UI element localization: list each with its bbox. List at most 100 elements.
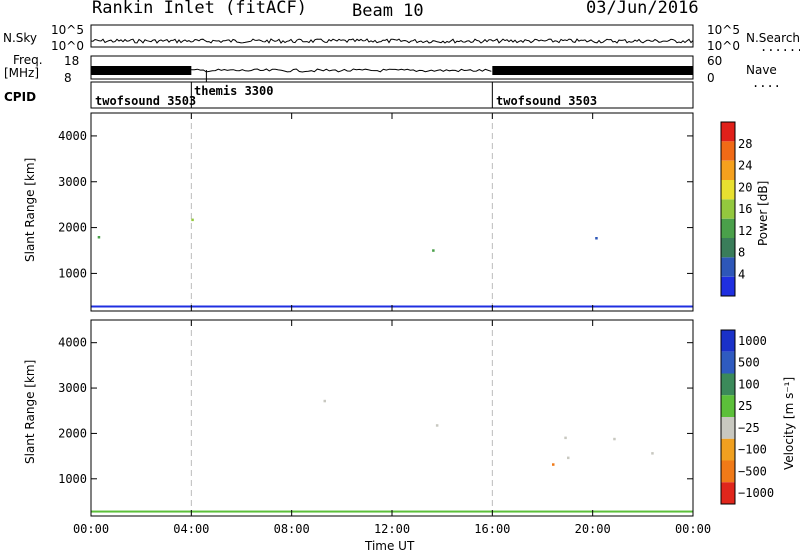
power-colorbar-tick: 4 <box>738 267 745 281</box>
power-cell <box>432 249 435 252</box>
velocity-cell <box>567 456 570 460</box>
velocity-cell <box>651 452 654 455</box>
freq-tick-bottom: 8 <box>64 71 72 85</box>
velocity-colorbar-swatch <box>721 351 735 374</box>
power-panel: 1000 2000 3000 4000 <box>58 112 694 312</box>
velocity-ytick-label: 3000 <box>58 381 87 395</box>
cpid-label: CPID <box>4 90 37 104</box>
freq-tick-top: 18 <box>64 54 80 68</box>
freq-bar-2 <box>492 66 693 75</box>
velocity-panel: 1000 2000 3000 4000 00:00 04:00 08:00 12:00 16:0… <box>58 319 711 536</box>
colorbars: 4 8 12 16 20 24 28 1000 500 100 25 −25 −100 −500 −1000 <box>720 121 774 505</box>
nsearch-tick-top: 10^5 <box>707 23 740 37</box>
velocity-colorbar-tick: −500 <box>738 464 767 478</box>
power-ytick-label: 4000 <box>58 129 87 143</box>
nave-label: Nave <box>746 63 777 77</box>
nsky-box <box>90 24 694 48</box>
freq-trace <box>190 68 492 73</box>
velocity-colorbar-frame <box>720 329 736 505</box>
station-title: Rankin Inlet (fitACF) <box>92 0 307 18</box>
velocity-colorbar-tick: −100 <box>738 443 767 457</box>
power-cell <box>191 218 194 222</box>
power-cell <box>97 236 101 239</box>
cpid-box <box>90 81 694 109</box>
power-colorbar-swatch <box>721 122 735 142</box>
velocity-colorbar-tick: 100 <box>738 377 760 391</box>
velocity-ytick-label: 1000 <box>58 472 87 486</box>
velocity-colorbar-swatch <box>721 482 735 505</box>
velocity-colorbar-tick: 500 <box>738 356 760 370</box>
velocity-colorbar-tick: −25 <box>738 421 760 435</box>
nsky-label: N.Sky <box>3 31 38 45</box>
velocity-cell <box>564 436 567 440</box>
velocity-colorbar-tick: −1000 <box>738 486 774 500</box>
velocity-cell <box>435 424 439 427</box>
velocity-colorbar-swatch <box>721 417 735 439</box>
xtick-label: 00:00 <box>73 522 109 536</box>
power-colorbar-tick: 8 <box>738 246 745 260</box>
velocity-frame <box>90 319 694 517</box>
power-colorbar-swatch <box>721 199 735 219</box>
velocity-colorbar-tick: 1000 <box>738 334 767 348</box>
velocity-cell <box>552 463 555 466</box>
power-colorbar-swatch <box>721 276 735 296</box>
date-label: 03/Jun/2016 <box>586 0 699 18</box>
velocity-colorbar-swatch <box>721 330 735 352</box>
power-colorbar-tick: 28 <box>738 137 752 151</box>
power-colorbar-swatch <box>721 218 735 238</box>
nsearch-label: N.Search <box>746 31 800 45</box>
beam-label: Beam 10 <box>352 1 424 21</box>
freq-label: Freq. <box>13 53 43 67</box>
velocity-colorbar-swatch <box>721 438 735 461</box>
nave-tick-top: 60 <box>707 54 723 68</box>
power-colorbar-tick: 16 <box>738 202 752 216</box>
cpid-segment-1: twofsound 3503 <box>95 94 197 108</box>
power-colorbar-tick: 20 <box>738 180 752 194</box>
xtick-label: 16:00 <box>474 522 510 536</box>
power-colorbar-label: Power [dB] <box>756 180 770 246</box>
power-ytick-label: 3000 <box>58 175 87 189</box>
power-colorbar-tick: 12 <box>738 224 752 238</box>
velocity-ylabel: Slant Range [km] <box>23 359 37 464</box>
power-colorbar-frame <box>720 121 736 297</box>
power-ylabel: Slant Range [km] <box>23 157 37 262</box>
velocity-colorbar-tick: 25 <box>738 399 752 413</box>
power-ytick-label: 2000 <box>58 221 87 235</box>
power-colorbar-swatch <box>721 160 735 180</box>
velocity-colorbar-swatch <box>721 460 735 483</box>
xtick-label: 04:00 <box>173 522 209 536</box>
power-colorbar-swatch <box>721 180 735 200</box>
velocity-colorbar-swatch <box>721 395 735 418</box>
power-colorbar-tick: 24 <box>738 159 752 173</box>
freq-unit: [MHz] <box>4 66 40 80</box>
power-colorbar-swatch <box>721 257 735 277</box>
power-ytick-label: 1000 <box>58 266 87 280</box>
cpid-segment-3: twofsound 3503 <box>496 94 598 108</box>
velocity-ytick-label: 4000 <box>58 336 87 350</box>
cpid-segment-2: themis 3300 <box>194 84 274 98</box>
nsearch-dots: ......... <box>760 40 800 54</box>
nave-tick-bottom: 0 <box>707 71 715 85</box>
time-axis-label: Time UT <box>365 539 415 553</box>
nsky-tick-bottom: 10^0 <box>51 39 84 53</box>
freq-bar-1 <box>91 66 192 75</box>
power-colorbar-swatch <box>721 238 735 258</box>
xtick-label: 08:00 <box>274 522 310 536</box>
velocity-cell <box>613 437 616 441</box>
velocity-cell <box>323 399 326 403</box>
xtick-label: 20:00 <box>575 522 611 536</box>
velocity-colorbar-label: Velocity [m s⁻¹] <box>782 376 796 470</box>
velocity-colorbar-swatch <box>721 373 735 396</box>
xtick-label: 12:00 <box>374 522 410 536</box>
power-frame <box>90 112 694 312</box>
xtick-label: 00:00 <box>675 522 711 536</box>
top-strips: ............. <box>90 24 800 109</box>
nsky-tick-top: 10^5 <box>51 23 84 37</box>
velocity-ytick-label: 2000 <box>58 426 87 440</box>
power-cell <box>595 237 598 240</box>
nave-dots: .... <box>752 76 781 90</box>
nsky-trace <box>90 38 694 44</box>
power-colorbar-swatch <box>721 141 735 161</box>
nsearch-tick-bottom: 10^0 <box>707 39 740 53</box>
